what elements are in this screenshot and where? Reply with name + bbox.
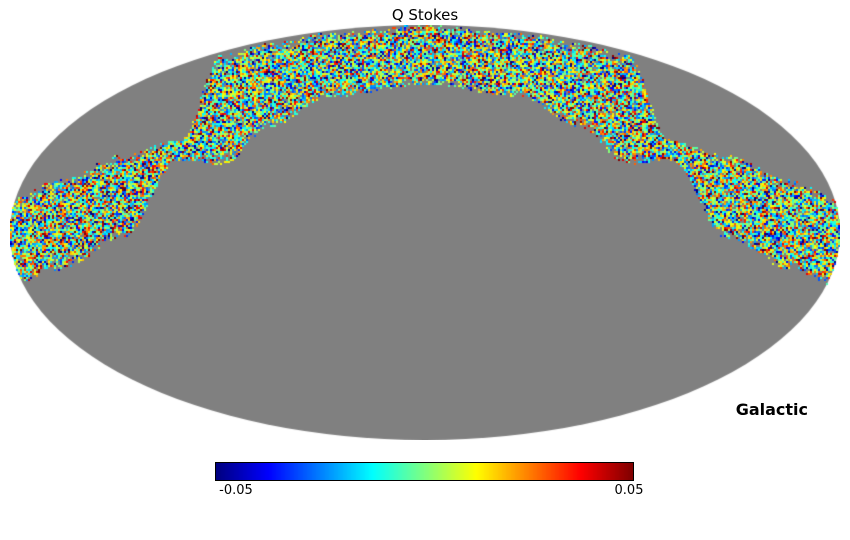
coordinate-frame-label: Galactic [735,400,808,419]
colorbar-min-label: -0.05 [219,483,253,498]
colorbar [215,462,634,481]
colorbar-max-label: 0.05 [614,483,644,498]
chart-title: Q Stokes [391,6,459,24]
mollweide-sky-map [10,25,840,440]
